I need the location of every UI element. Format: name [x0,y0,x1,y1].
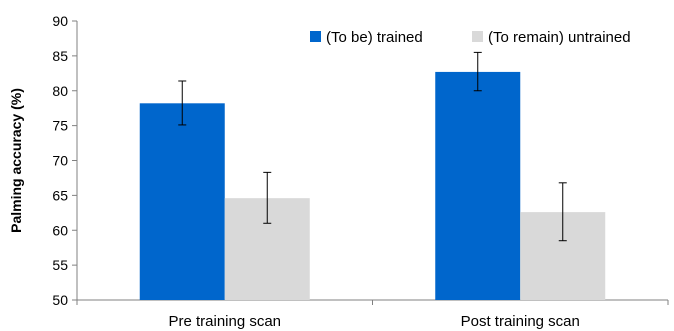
legend-label: (To remain) untrained [488,29,631,46]
x-axis: Pre training scan Post training scan [76,299,669,330]
y-axis-title: Palming accuracy (%) [8,88,24,233]
y-tick-label: 90 [52,13,68,29]
y-tick-label: 75 [52,118,68,134]
legend-label: (To be) trained [326,29,423,46]
y-tick-label: 70 [52,153,68,169]
bars [139,51,606,301]
bar [139,103,225,301]
y-tick-label: 80 [52,83,68,99]
y-tick-label: 55 [52,257,68,273]
y-tick-label: 60 [52,222,68,238]
x-category-label: Pre training scan [168,313,281,330]
legend: (To be) trained (To remain) untrained [310,29,631,46]
legend-swatch [310,31,321,42]
legend-swatch [472,31,483,42]
y-axis: 50 55 60 65 70 75 80 85 90 [52,13,78,308]
bar [435,71,521,300]
y-tick-label: 65 [52,187,68,203]
y-tick-label: 85 [52,48,68,64]
x-category-label: Post training scan [461,313,580,330]
y-tick-label: 50 [52,292,68,308]
